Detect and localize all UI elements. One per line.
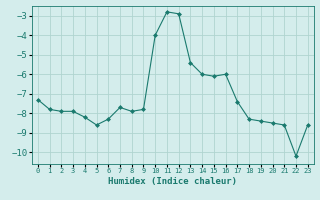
X-axis label: Humidex (Indice chaleur): Humidex (Indice chaleur) (108, 177, 237, 186)
